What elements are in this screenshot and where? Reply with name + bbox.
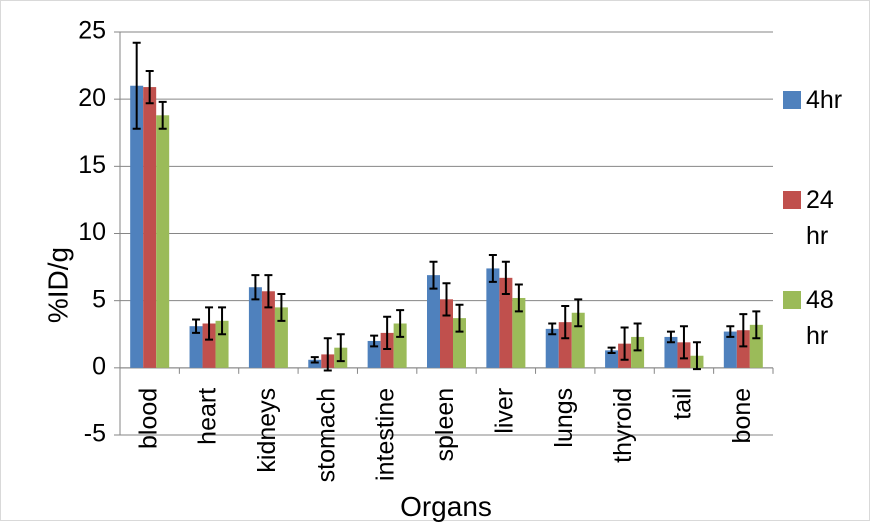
error-bar [383,315,392,351]
bar [367,340,381,368]
bar [499,277,513,368]
x-tick-label: kidneys [253,388,281,473]
bar [427,275,440,368]
error-bar [548,322,557,336]
bar [723,331,737,368]
legend-label: 48 hr [806,286,834,350]
x-tick-label: thyroid [609,388,637,463]
bar [749,324,763,368]
error-bar [442,282,451,317]
bar [308,359,322,368]
bar [736,330,750,368]
error-bar [726,325,735,338]
y-tick-label: 0 [92,352,106,380]
y-tick-label: 10 [78,218,106,246]
x-tick-label: tail [669,388,697,420]
bar [558,322,572,368]
x-tick-label: stomach [312,388,340,482]
error-bar [396,309,405,338]
error-bar [205,306,214,341]
error-bar [692,341,701,371]
x-tick-label: heart [194,388,222,445]
x-axis-title: Organs [400,491,492,522]
error-bar [251,274,260,301]
legend-label: 24 hr [806,186,834,250]
y-tick-label: 15 [78,151,106,179]
bar [512,297,526,368]
error-bar [132,41,141,130]
bar [274,307,288,368]
error-bar [370,334,379,348]
bar [486,268,500,368]
error-bar [145,69,154,105]
y-tick-label: 25 [78,17,106,45]
error-bar [501,260,510,295]
legend-label: 4hr [806,86,843,114]
y-tick-label: 20 [78,84,106,112]
error-bar [574,298,583,328]
error-bar [158,100,167,130]
bar [631,336,645,368]
y-tick-label: -5 [84,420,106,448]
bar [156,115,170,368]
error-bar [264,274,273,309]
bar [143,87,157,368]
error-bar [679,325,688,360]
error-bar [739,313,748,348]
x-tick-label: bone [728,388,756,444]
bar [545,328,559,368]
error-bar [277,292,286,322]
error-bar [607,346,616,355]
x-tick-label: liver [490,388,518,434]
y-axis-title: %ID/g [42,247,73,323]
bar [130,85,144,368]
bar [440,299,453,368]
x-tick-label: intestine [372,388,400,481]
bar [605,350,619,368]
bar [393,323,407,368]
error-bar [336,333,345,363]
error-bar [561,305,570,340]
y-tick-label: 5 [92,285,106,313]
error-bar [218,306,227,336]
error-bar [752,310,761,340]
error-bar [488,253,497,283]
bar [664,336,678,368]
bar [380,332,394,368]
error-bar [666,330,675,344]
error-bar [429,260,438,290]
x-tick-label: lungs [550,388,578,448]
bar [202,323,216,368]
x-tick-label: blood [134,388,162,449]
bar [248,287,262,368]
error-bar [633,322,642,352]
error-bar [310,356,319,364]
error-bar [323,337,332,372]
error-bar [514,283,523,313]
bar [215,320,229,368]
error-bar [620,326,629,361]
error-bar [192,318,201,334]
bar [189,326,203,368]
legend-swatch [783,291,801,309]
legend-swatch [783,191,801,209]
x-tick-label: spleen [431,388,459,462]
bar [453,318,466,368]
legend-swatch [783,91,801,109]
error-bar [455,303,464,333]
bar [261,291,275,368]
